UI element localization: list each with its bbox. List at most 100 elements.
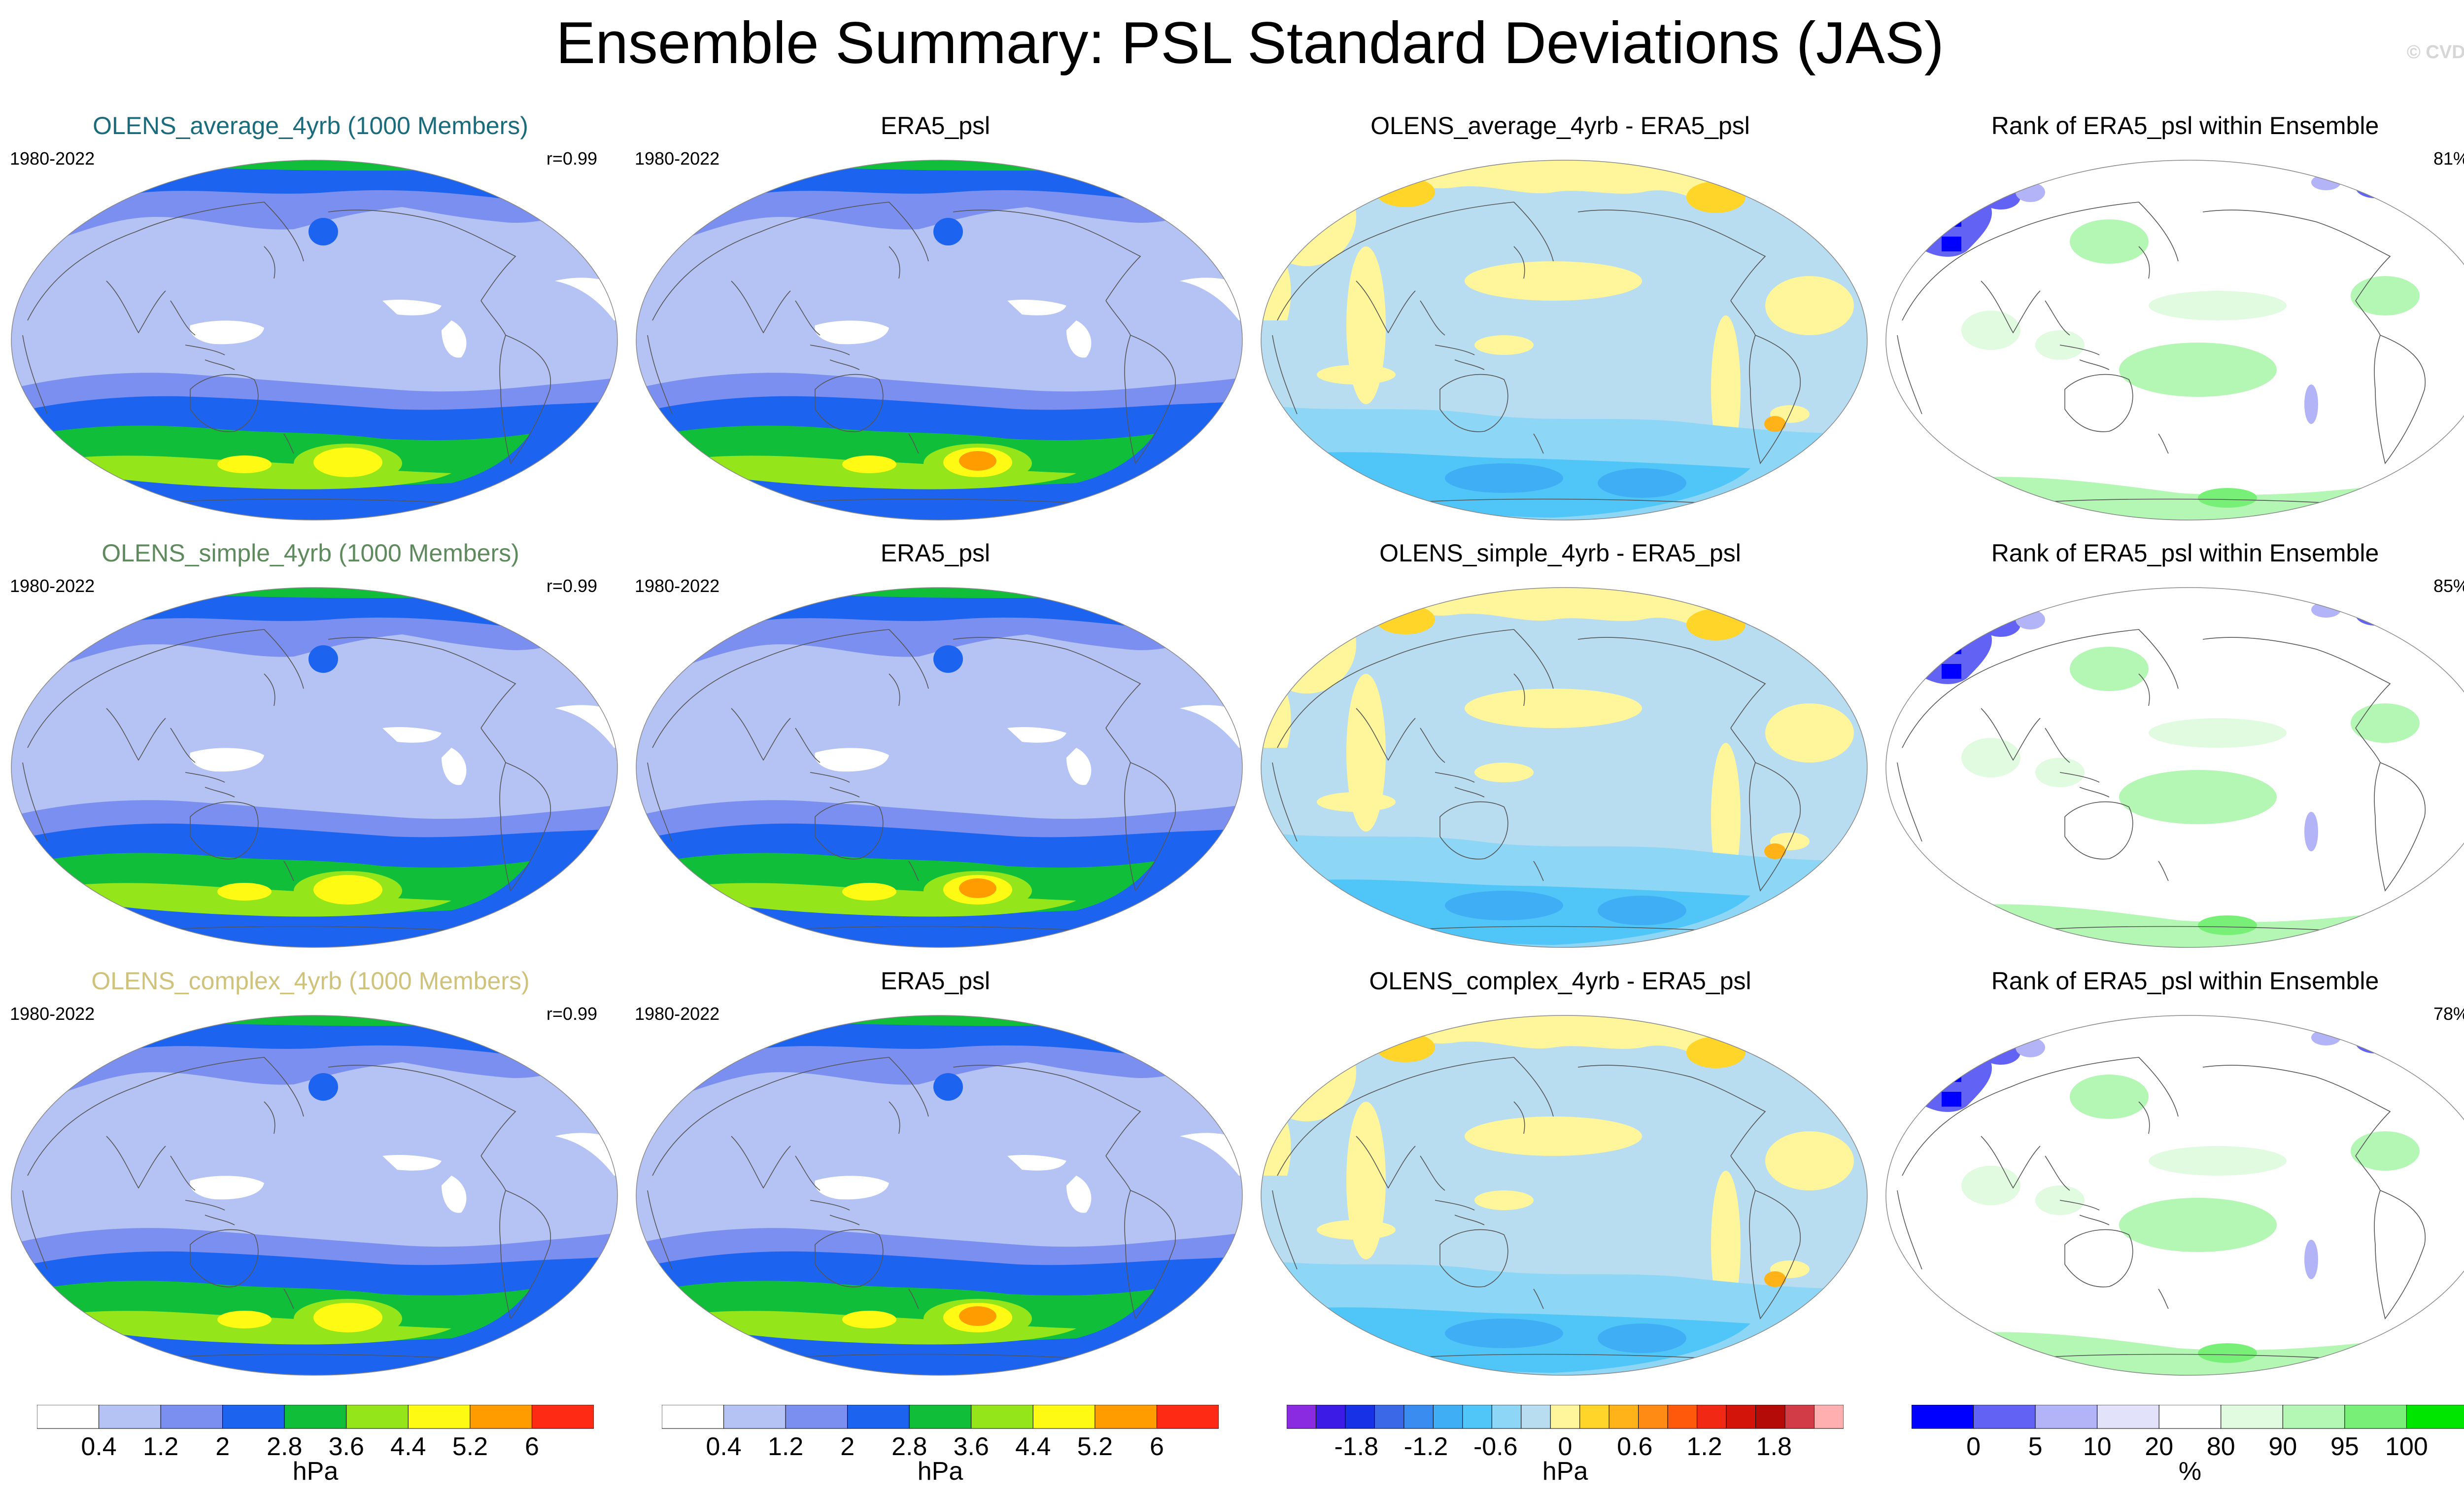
coastline [795, 300, 860, 370]
colorbar-tick-label: 5.2 [452, 1432, 488, 1461]
rank-map-simple [1885, 587, 2464, 948]
coastline [908, 1289, 919, 1309]
diff-map-complex [1261, 1015, 1868, 1376]
rank-patch [2356, 176, 2395, 198]
diff-patch [1474, 1190, 1534, 1210]
colorbar-units: hPa [292, 1457, 339, 1486]
colorbar-box [909, 1405, 972, 1429]
rank-patch [2304, 384, 2318, 424]
std-band [636, 1368, 1242, 1375]
coastline [2202, 637, 2391, 729]
colorbar-tick-label: 80 [2206, 1432, 2235, 1461]
years-label: 1980-2022 [635, 148, 720, 169]
coastline [795, 728, 860, 798]
map-outline [1261, 1015, 1868, 1376]
std-blob [1066, 320, 1092, 358]
diff-patch [1598, 1324, 1686, 1353]
colorbar-box [2406, 1405, 2464, 1429]
colorbar-box [1032, 1405, 1095, 1429]
coastline [106, 708, 166, 761]
colorbar-tick-label: 100 [2385, 1432, 2428, 1461]
colorbar-tick-label: 1.8 [1756, 1432, 1792, 1461]
colorbar-box [1973, 1405, 2036, 1429]
std-blob [313, 1303, 382, 1332]
coastline [2030, 926, 2327, 931]
panel-title-diff-row1: OLENS_average_4yrb - ERA5_psl [1370, 112, 1750, 139]
coastline [2158, 1289, 2169, 1309]
coastline [889, 1101, 900, 1134]
colorbar-tick-label: 2 [215, 1432, 230, 1461]
coastline [170, 300, 235, 370]
coastline [1439, 374, 1508, 432]
figure-title: Ensemble Summary: PSL Standard Deviation… [556, 10, 1944, 76]
std-map-era5 [636, 587, 1243, 948]
years-label: 1980-2022 [10, 1004, 95, 1024]
std-blob [308, 1073, 338, 1101]
coastline [953, 209, 1141, 301]
std-band [11, 513, 617, 520]
coastline [190, 801, 259, 860]
coastline [889, 673, 900, 706]
rank-patch [1942, 237, 1961, 251]
colorbar-tick-label: 1.2 [1686, 1432, 1722, 1461]
colorbar-tick-label: 0.4 [81, 1432, 117, 1461]
std-blob [313, 448, 382, 477]
std-blob [842, 1311, 896, 1328]
coastline [1577, 637, 1766, 729]
std-band [171, 1015, 501, 1026]
coastline [2374, 335, 2426, 464]
coastline [499, 335, 551, 464]
std-band [636, 513, 1242, 520]
std-blob [217, 883, 272, 901]
coastline [2355, 728, 2381, 763]
rank-patch [1947, 212, 1961, 227]
coastline [2355, 300, 2381, 336]
map-outline [636, 587, 1243, 948]
coastline [499, 762, 551, 892]
colorbar-box [1156, 1405, 1219, 1429]
colorbar-box [346, 1405, 409, 1429]
colorbar-box [847, 1405, 910, 1429]
diff-patch [1261, 168, 1356, 266]
std-blob [842, 455, 896, 473]
coastline [1902, 1057, 2179, 1176]
coastline [27, 202, 304, 321]
colorbar-tick-label: 0 [1966, 1432, 1981, 1461]
diff-patch [1598, 468, 1686, 498]
panel-title-ensemble-row3: OLENS_complex_4yrb (1000 Members) [91, 967, 530, 995]
diff-patch [1474, 335, 1534, 355]
panel-title-rank-row2: Rank of ERA5_psl within Ensemble [1991, 539, 2379, 567]
colorbar-box [284, 1405, 347, 1429]
diff-patch [1376, 1033, 1435, 1062]
coastline [1124, 762, 1176, 892]
std-blob [217, 1311, 272, 1328]
rank-patch [2119, 770, 2277, 824]
coastline [480, 728, 506, 763]
rank-percent-label: 78% [2433, 1004, 2464, 1024]
rank-patch [2198, 488, 2257, 508]
coastline [815, 1229, 884, 1288]
coastline [1439, 1229, 1508, 1288]
rank-patch [2016, 182, 2045, 202]
coastline [1897, 335, 1922, 415]
coastline [283, 433, 294, 454]
diff-patch [1465, 261, 1642, 301]
coastline [908, 433, 919, 454]
rank-patch [2198, 1343, 2257, 1363]
std-blob [959, 878, 996, 898]
std-blob [1007, 1155, 1066, 1171]
colorbar-box [723, 1405, 786, 1429]
coastline [1730, 300, 1756, 336]
coastline [264, 673, 275, 706]
rank-percent-label: 85% [2433, 576, 2464, 596]
colorbar-box [222, 1405, 285, 1429]
colorbar-box [1550, 1405, 1580, 1429]
diff-patch [1317, 365, 1396, 384]
coastline [780, 926, 1077, 931]
diff-patch [1474, 763, 1534, 782]
coastline [155, 498, 452, 503]
std-blob [1007, 300, 1066, 315]
coastline [1513, 1101, 1525, 1134]
rank-patch [1947, 639, 1961, 654]
coastline [2064, 1229, 2133, 1288]
